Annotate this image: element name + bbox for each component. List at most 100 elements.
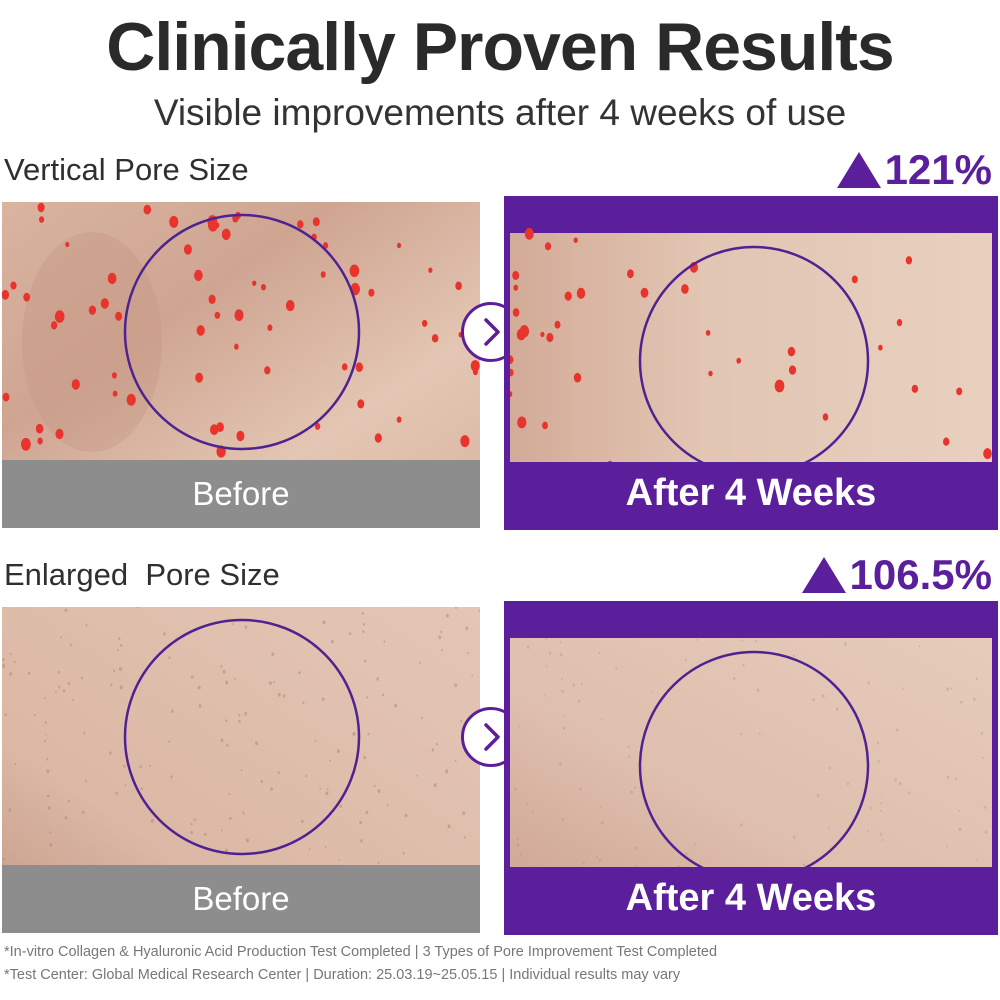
pore-dot: [880, 832, 883, 836]
pore-dot: [204, 832, 207, 836]
pore-dot: [788, 365, 797, 375]
pore-dot: [60, 636, 62, 639]
pore-dot: [67, 799, 70, 803]
pore-dot: [681, 284, 689, 294]
pore-dot: [542, 421, 548, 430]
pore-dot: [238, 713, 241, 717]
pore-dot: [421, 716, 423, 719]
pore-dot: [918, 645, 921, 648]
pore-dot: [373, 784, 376, 787]
pore-dot: [67, 681, 71, 686]
pore-dot: [756, 688, 760, 693]
triangle-up-icon: [801, 557, 846, 593]
pore-dot: [578, 699, 581, 703]
pore-dot: [208, 294, 216, 304]
pore-dot: [150, 818, 154, 823]
pore-dot: [329, 759, 332, 762]
before-panel-vertical: Before: [2, 202, 480, 528]
pore-dot: [136, 607, 139, 609]
pore-dot: [360, 839, 363, 843]
pore-dot: [62, 689, 66, 693]
pore-dot: [472, 368, 478, 376]
pore-dot: [210, 424, 219, 436]
pore-dot: [14, 762, 17, 766]
pore-dot: [80, 676, 84, 680]
pore-dot: [2, 289, 10, 300]
pore-dot: [579, 787, 582, 791]
pore-dot: [627, 269, 634, 279]
pore-dot: [273, 681, 276, 684]
pore-dot: [115, 311, 123, 321]
pore-dot: [627, 745, 630, 749]
pore-dot: [911, 384, 919, 393]
pore-dot: [774, 379, 785, 393]
pore-dot: [111, 372, 117, 379]
pore-dot: [463, 836, 466, 839]
pore-dot: [194, 269, 203, 281]
pore-dot: [582, 861, 585, 865]
pore-dot: [195, 372, 204, 383]
chevron-right-icon: [484, 723, 500, 751]
pore-dot: [240, 769, 243, 772]
pore-dot: [220, 665, 223, 668]
pore-dot: [787, 346, 796, 357]
pore-dot: [851, 275, 858, 284]
pore-dot: [120, 643, 123, 647]
pore-dot: [880, 802, 883, 805]
stat-vertical: 121%: [836, 146, 992, 194]
pore-dot: [445, 613, 449, 618]
pore-dot: [433, 783, 437, 788]
pore-dot: [634, 786, 637, 789]
pore-dot: [628, 755, 631, 759]
pore-dot: [418, 661, 421, 665]
pore-dot: [149, 764, 152, 767]
pore-dot: [236, 430, 245, 442]
pore-dot: [561, 817, 565, 822]
stat-enlarged: 106.5%: [801, 551, 992, 599]
pore-dot: [119, 667, 123, 671]
pore-dot: [573, 237, 578, 243]
pore-dot: [225, 848, 229, 853]
pore-dot: [297, 220, 304, 229]
pore-dot: [44, 721, 47, 724]
pore-dot: [312, 217, 320, 227]
pore-dot: [524, 227, 534, 240]
pore-dot: [319, 787, 322, 790]
pore-dot: [367, 732, 370, 736]
pore-dot: [816, 794, 819, 798]
pore-dot: [519, 325, 530, 338]
pore-dot: [124, 784, 127, 787]
pore-dot: [301, 819, 304, 823]
pore-dot: [196, 325, 205, 336]
pore-dot: [754, 639, 757, 643]
pore-dot: [740, 823, 743, 827]
pore-dot: [355, 362, 363, 372]
pore-dot: [802, 863, 806, 867]
pore-dot: [526, 645, 530, 649]
pore-dot: [960, 700, 963, 704]
pore-dot: [255, 741, 259, 746]
pore-dot: [362, 630, 365, 634]
pore-dot: [598, 859, 601, 862]
pore-dot: [225, 680, 229, 685]
pore-dot: [381, 693, 385, 697]
pore-dot: [383, 640, 386, 643]
pore-dot: [39, 216, 45, 223]
pore-dot: [229, 816, 232, 821]
pore-dot: [878, 344, 883, 351]
pore-dot: [85, 624, 88, 627]
pore-dot: [467, 651, 469, 655]
pore-dot: [168, 740, 171, 743]
pore-dot: [595, 856, 598, 859]
pore-dot: [835, 707, 839, 711]
pore-dot: [518, 725, 521, 728]
pore-dot: [54, 310, 65, 323]
pore-dot: [946, 845, 948, 848]
pore-dot: [112, 390, 118, 397]
pore-dot: [143, 204, 152, 215]
pore-dot: [9, 672, 13, 676]
pore-dot: [50, 321, 58, 330]
pore-dot: [221, 829, 224, 832]
pore-dot: [976, 859, 979, 862]
pore-dot: [341, 363, 348, 371]
